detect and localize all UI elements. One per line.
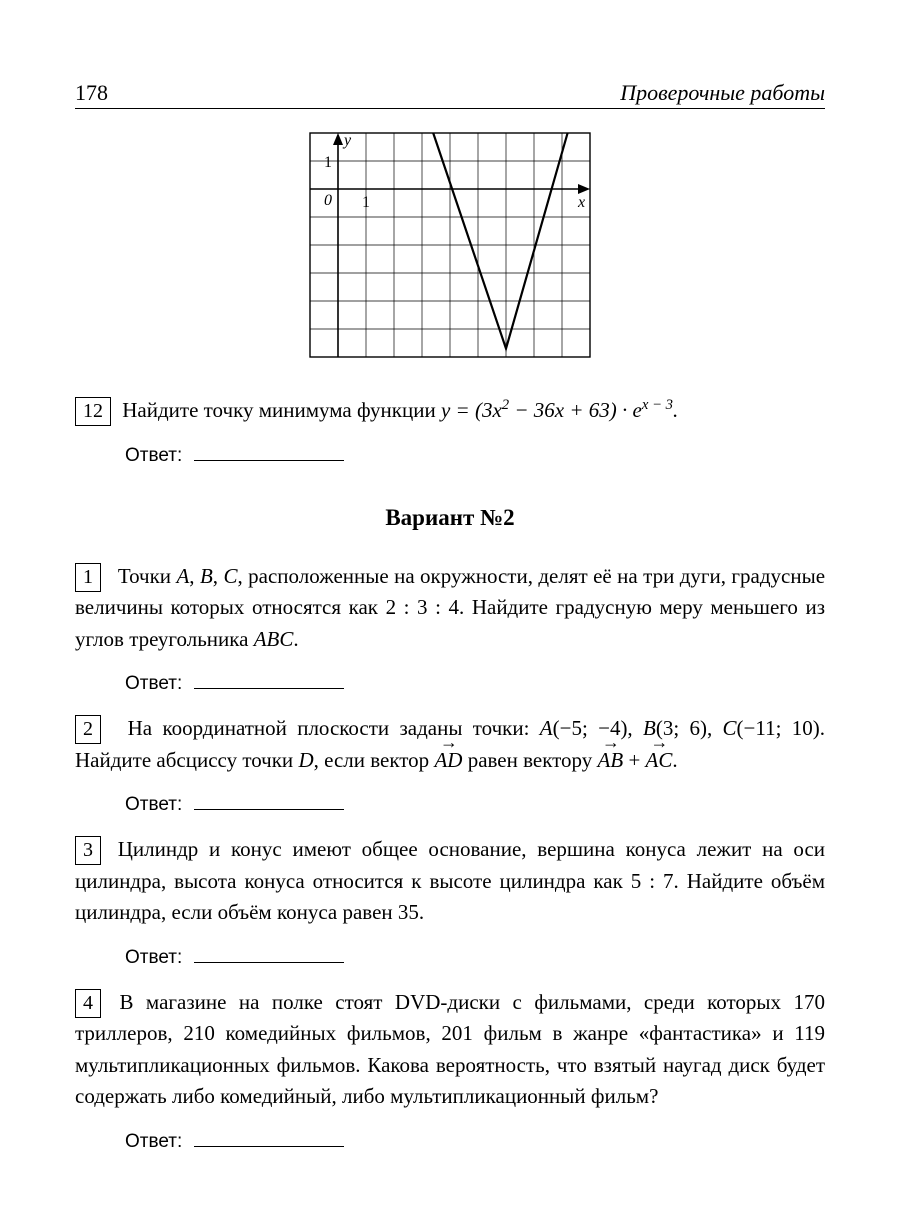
answer-blank[interactable] [194, 460, 344, 461]
answer-label: Ответ: [125, 1131, 182, 1152]
answer-label: Ответ: [125, 445, 182, 466]
svg-text:x: x [577, 194, 585, 211]
problem-text: Найдите точку минимума функции [122, 398, 441, 422]
page-header: 178 Проверочные работы [75, 80, 825, 109]
answer-row-1: Ответ: [125, 673, 825, 695]
header-title: Проверочные работы [620, 80, 825, 106]
answer-row-2: Ответ: [125, 794, 825, 816]
svg-text:0: 0 [324, 192, 332, 209]
problem-number: 1 [75, 563, 101, 592]
answer-blank[interactable] [194, 688, 344, 689]
problem-4: 4 В магазине на полке стоят DVD-диски с … [75, 987, 825, 1113]
problem-text: Цилиндр и конус имеют общее основание, в… [75, 837, 825, 924]
function-graph: y x 0 1 1 [306, 129, 594, 361]
answer-blank[interactable] [194, 962, 344, 963]
page-number: 178 [75, 80, 108, 106]
answer-row-3: Ответ: [125, 947, 825, 969]
problem-number: 2 [75, 715, 101, 744]
problem-3: 3 Цилиндр и конус имеют общее основание,… [75, 834, 825, 929]
problem-formula: y = (3x2 − 36x + 63) · ex − 3. [441, 398, 678, 422]
problem-text: В магазине на полке стоят DVD-диски с фи… [75, 990, 825, 1109]
problem-text: Точки A, B, C, расположенные на окружнос… [75, 564, 825, 651]
answer-row-4: Ответ: [125, 1131, 825, 1153]
graph-figure: y x 0 1 1 [75, 129, 825, 366]
problem-12: 12 Найдите точку минимума функции y = (3… [75, 394, 825, 427]
problem-number: 4 [75, 989, 101, 1018]
problem-1: 1 Точки A, B, C, расположенные на окружн… [75, 561, 825, 656]
svg-text:1: 1 [362, 194, 370, 211]
variant-title: Вариант №2 [75, 505, 825, 531]
problem-text: На координатной плоскости заданы точки: … [75, 716, 825, 772]
svg-text:1: 1 [324, 154, 332, 171]
answer-row-12: Ответ: [125, 445, 825, 467]
answer-label: Ответ: [125, 673, 182, 694]
problem-number: 3 [75, 836, 101, 865]
svg-text:y: y [342, 132, 352, 149]
problem-number: 12 [75, 397, 111, 426]
page: 178 Проверочные работы yx011 12 Найдите … [0, 0, 900, 1231]
answer-label: Ответ: [125, 794, 182, 815]
answer-blank[interactable] [194, 1146, 344, 1147]
answer-label: Ответ: [125, 947, 182, 968]
problem-2: 2 На координатной плоскости заданы точки… [75, 713, 825, 776]
answer-blank[interactable] [194, 809, 344, 810]
